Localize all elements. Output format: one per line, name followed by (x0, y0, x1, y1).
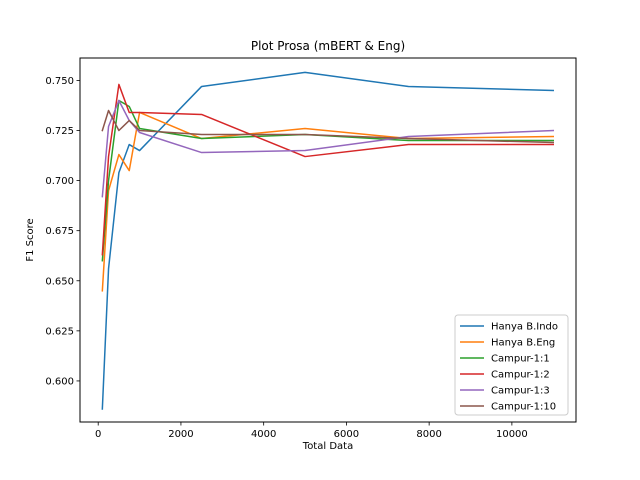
y-tick-label: 0.675 (45, 226, 74, 237)
chart-title: Plot Prosa (mBERT & Eng) (251, 39, 405, 53)
x-axis-title: Total Data (302, 441, 353, 452)
x-tick-label: 4000 (251, 429, 276, 440)
series-line-campur-1-2 (101, 83, 554, 256)
legend-label-campur-1-2: Campur-1:2 (491, 370, 550, 381)
x-tick-label: 0 (95, 429, 101, 440)
legend-label-campur-1-10: Campur-1:10 (491, 402, 556, 413)
x-tick-label: 2000 (168, 429, 193, 440)
series-line-campur-1-1 (101, 99, 554, 262)
y-axis: 0.600 0.625 0.650 0.675 0.700 0.725 0.750 (45, 76, 80, 387)
x-tick-label: 6000 (334, 429, 359, 440)
x-tick-label: 10000 (496, 429, 528, 440)
legend-label-campur-1-3: Campur-1:3 (491, 386, 550, 397)
y-tick-label: 0.725 (45, 126, 74, 137)
x-tick-label: 8000 (416, 429, 441, 440)
y-tick-label: 0.650 (45, 276, 74, 287)
legend-label-hanya-b-eng: Hanya B.Eng (491, 338, 555, 349)
x-axis: 0 2000 4000 6000 8000 10000 (95, 422, 528, 440)
y-tick-label: 0.700 (45, 176, 74, 187)
y-tick-label: 0.625 (45, 326, 74, 337)
plot-series-group (101, 71, 555, 410)
series-line-campur-1-10 (101, 109, 555, 144)
y-tick-label: 0.600 (45, 376, 74, 387)
y-axis-title: F1 Score (25, 218, 36, 261)
legend-label-campur-1-1: Campur-1:1 (491, 354, 550, 365)
series-line-hanya-b-indo (101, 71, 555, 410)
y-tick-label: 0.750 (45, 76, 74, 87)
legend: Hanya B.Indo Hanya B.Eng Campur-1:1 Campur-… (454, 314, 569, 416)
legend-label-hanya-b-indo: Hanya B.Indo (491, 322, 558, 333)
plot-frame (79, 57, 577, 423)
